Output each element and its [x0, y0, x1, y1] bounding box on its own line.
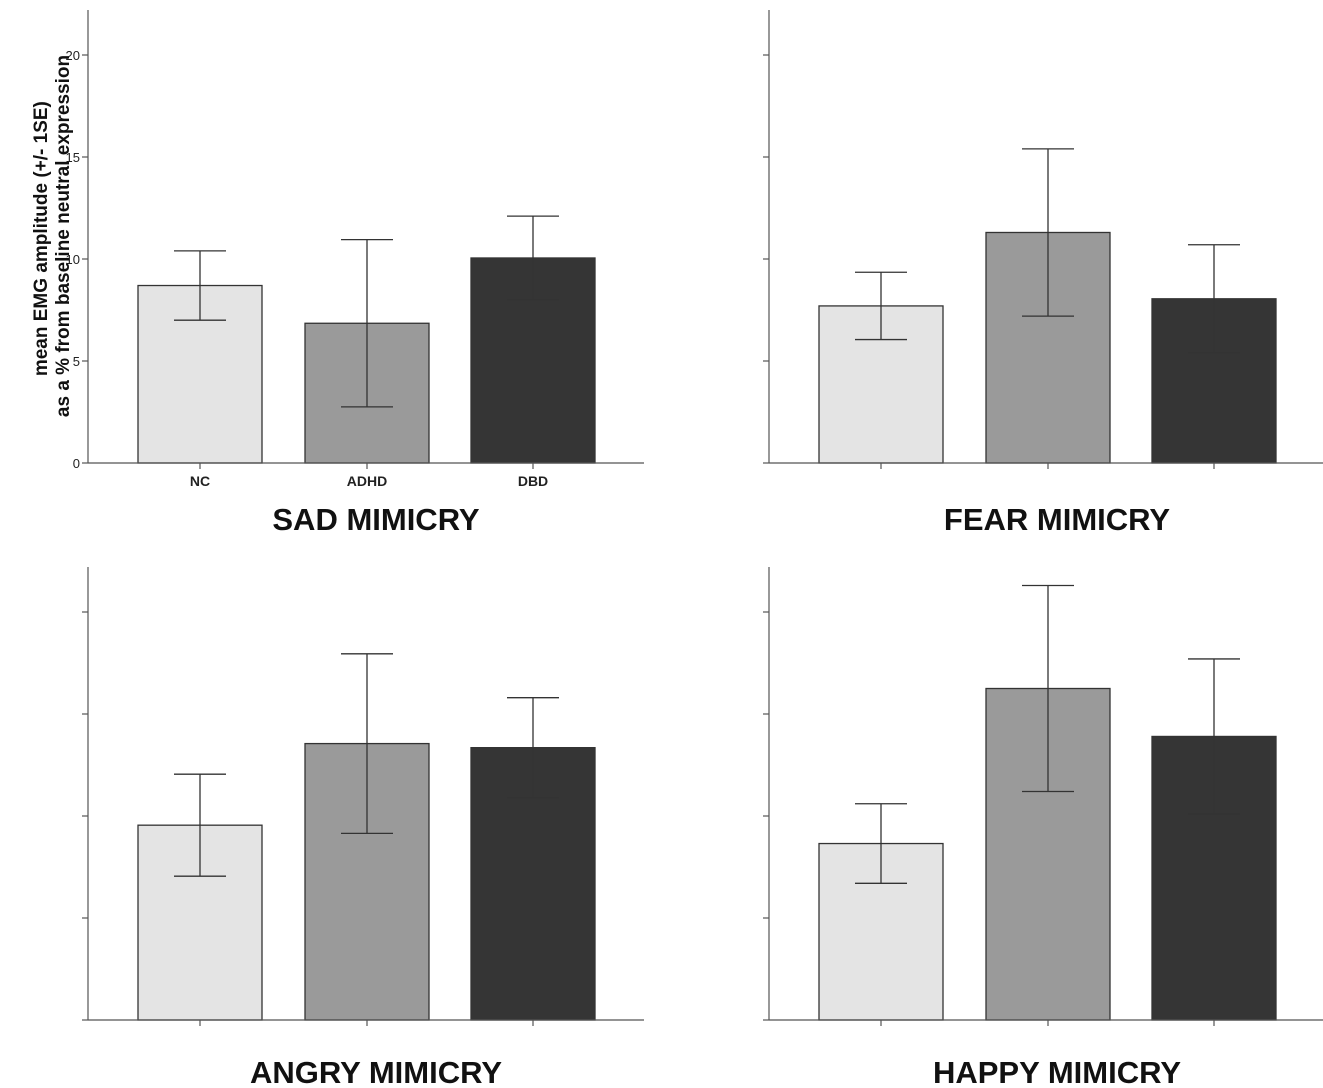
y-axis-label: mean EMG amplitude (+/- 1SE) as a % from…	[31, 55, 74, 417]
y-axis-label-line-1: mean EMG amplitude (+/- 1SE)	[31, 101, 52, 376]
panel-1-y-tick-label: 10	[66, 252, 80, 267]
panel-1-title: SAD MIMICRY	[272, 502, 480, 537]
panel-2-title: FEAR MIMICRY	[944, 502, 1170, 537]
y-axis-label-line-2: as a % from baseline neutral expression	[53, 55, 74, 417]
panel-1-category-label: ADHD	[347, 473, 387, 489]
panel-3-title: ANGRY MIMICRY	[250, 1055, 502, 1088]
panel-1-y-tick-label: 5	[73, 354, 80, 369]
panel-4-title: HAPPY MIMICRY	[933, 1055, 1181, 1088]
panel-1-y-tick-label: 0	[73, 456, 80, 471]
panel-1-y-tick-label: 20	[66, 48, 80, 63]
panel-1-y-tick-label: 15	[66, 150, 80, 165]
panel-1-category-label: NC	[190, 473, 210, 489]
panel-1-category-label: DBD	[518, 473, 548, 489]
